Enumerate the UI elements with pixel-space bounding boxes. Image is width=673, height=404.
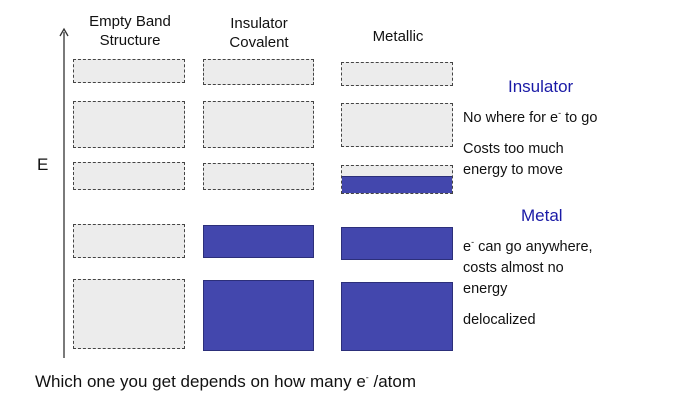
band-empty-2 [73,101,185,148]
band-empty-5 [73,279,185,349]
column-heading-metallic: Metallic [372,28,424,45]
footer-caption: Which one you get depends on how many e-… [35,372,417,391]
band-metallic-5-filled [341,282,453,351]
metal-text-delocalized: delocalized [463,312,536,328]
band-metallic-1 [341,62,453,86]
band-empty-3 [73,162,185,190]
column-heading-insulator: Insulator Covalent [229,15,289,51]
metal-heading: Metal [521,206,563,225]
insulator-text-1: No where for e- to go [463,108,598,126]
band-metallic-4-filled [341,227,453,260]
band-insulator-4-filled [203,225,314,258]
metal-text-1: e- can go anywhere, costs almost no ener… [463,237,593,297]
band-metallic-2 [341,103,453,147]
band-insulator-2 [203,101,314,148]
energy-axis [59,27,69,358]
band-insulator-3 [203,163,314,190]
band-metallic-3-fill [342,175,452,193]
band-empty-1 [73,59,185,83]
column-heading-empty-band: Empty Band Structure [89,13,171,49]
band-empty-4 [73,224,185,258]
insulator-text-2: Costs too much energy to move [463,141,564,178]
band-metallic-3-partial [341,165,453,194]
energy-axis-label: E [37,155,49,174]
insulator-heading: Insulator [508,77,574,96]
band-insulator-5-filled [203,280,314,351]
band-insulator-1 [203,59,314,85]
